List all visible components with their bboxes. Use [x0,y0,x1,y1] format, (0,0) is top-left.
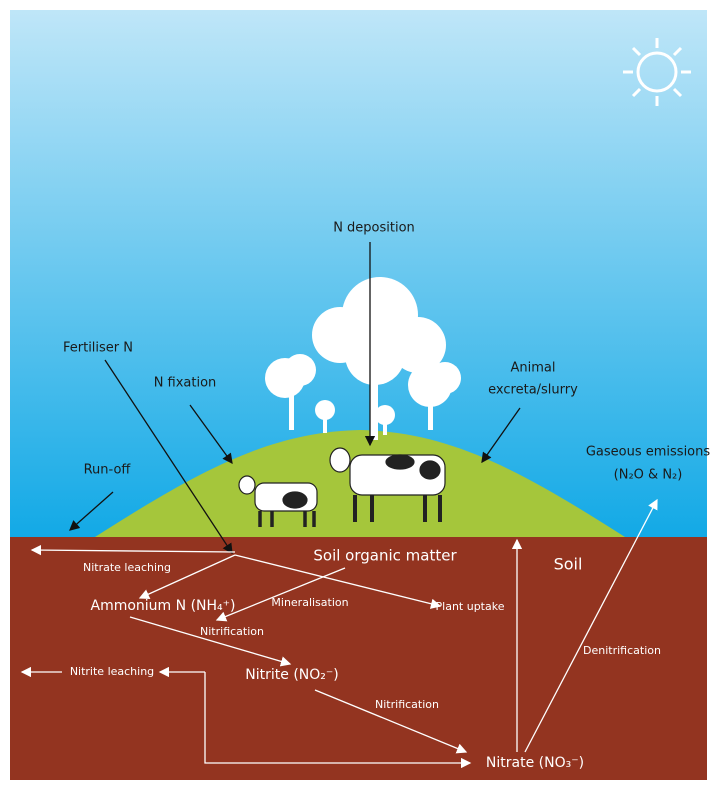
label: (N₂O & N₂) [614,468,683,483]
label: N deposition [333,221,415,236]
label: Soil organic matter [313,547,457,565]
label: Soil [554,555,583,574]
label: Gaseous emissions [586,445,711,460]
label: Nitrification [375,698,439,711]
diagram: N deposition Fertiliser N N fixation Ani… [0,0,717,794]
label: Nitrification [200,625,264,638]
label: N fixation [154,376,217,391]
label: excreta/slurry [488,383,578,398]
label: Nitrite (NO₂⁻) [245,667,338,683]
label: Nitrate leaching [83,561,171,574]
label: Ammonium N (NH₄⁺) [91,598,236,614]
label: Mineralisation [271,596,348,609]
label: Nitrite leaching [70,665,154,678]
label: Run-off [84,463,132,478]
label: Plant uptake [436,600,505,613]
label: Nitrate (NO₃⁻) [486,755,584,771]
label: Denitrification [583,644,661,657]
label: Fertiliser N [63,341,133,356]
label: Animal [511,361,556,376]
